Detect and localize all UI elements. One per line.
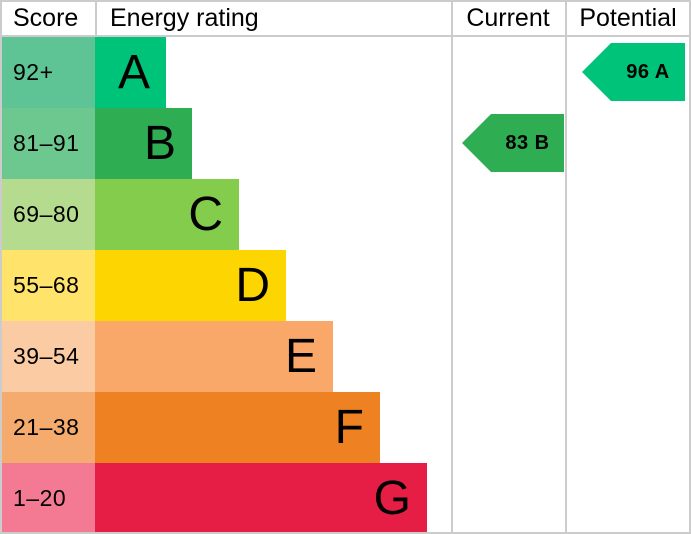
column-header-energy-rating-label: Energy rating xyxy=(110,3,259,32)
column-header-score: Score xyxy=(0,0,95,36)
band-letter-a: A xyxy=(117,45,150,99)
band-letter-c: C xyxy=(188,187,223,241)
column-header-energy-rating: Energy rating xyxy=(95,0,451,36)
score-range-g: 1–20 xyxy=(0,463,95,534)
potential-rating-label: 96 A xyxy=(626,60,670,83)
score-range-c: 69–80 xyxy=(0,179,95,250)
band-bar-g: G xyxy=(95,463,427,534)
band-letter-b: B xyxy=(143,116,176,170)
band-letter-d: D xyxy=(235,258,270,312)
current-column-divider-line xyxy=(451,0,453,534)
column-header-potential: Potential xyxy=(565,0,691,36)
band-letter-f: F xyxy=(334,400,364,454)
current-rating-label: 83 B xyxy=(505,131,550,154)
score-range-d: 55–68 xyxy=(0,250,95,321)
score-column-divider-line xyxy=(95,0,97,37)
band-row-c: 69–80 C xyxy=(0,179,691,250)
band-letter-g: G xyxy=(373,471,411,525)
band-bar-c: C xyxy=(95,179,239,250)
score-range-a: 92+ xyxy=(0,37,95,108)
column-header-potential-label: Potential xyxy=(579,3,677,32)
band-bar-f: F xyxy=(95,392,380,463)
column-header-current: Current xyxy=(451,0,565,36)
column-header-current-label: Current xyxy=(466,3,550,32)
band-row-g: 1–20 G xyxy=(0,463,691,534)
band-bar-a: A xyxy=(95,37,166,108)
band-row-b: 81–91 B xyxy=(0,108,691,179)
band-bar-d: D xyxy=(95,250,286,321)
band-bar-b: B xyxy=(95,108,192,179)
score-range-f: 21–38 xyxy=(0,392,95,463)
band-bar-e: E xyxy=(95,321,333,392)
band-row-f: 21–38 F xyxy=(0,392,691,463)
band-row-a: 92+ A xyxy=(0,37,691,108)
band-row-d: 55–68 D xyxy=(0,250,691,321)
header-divider-line xyxy=(0,35,691,37)
column-header-score-label: Score xyxy=(13,3,79,32)
score-range-b: 81–91 xyxy=(0,108,95,179)
score-range-e: 39–54 xyxy=(0,321,95,392)
band-letter-e: E xyxy=(284,329,317,383)
potential-column-divider-line xyxy=(565,0,567,534)
band-row-e: 39–54 E xyxy=(0,321,691,392)
